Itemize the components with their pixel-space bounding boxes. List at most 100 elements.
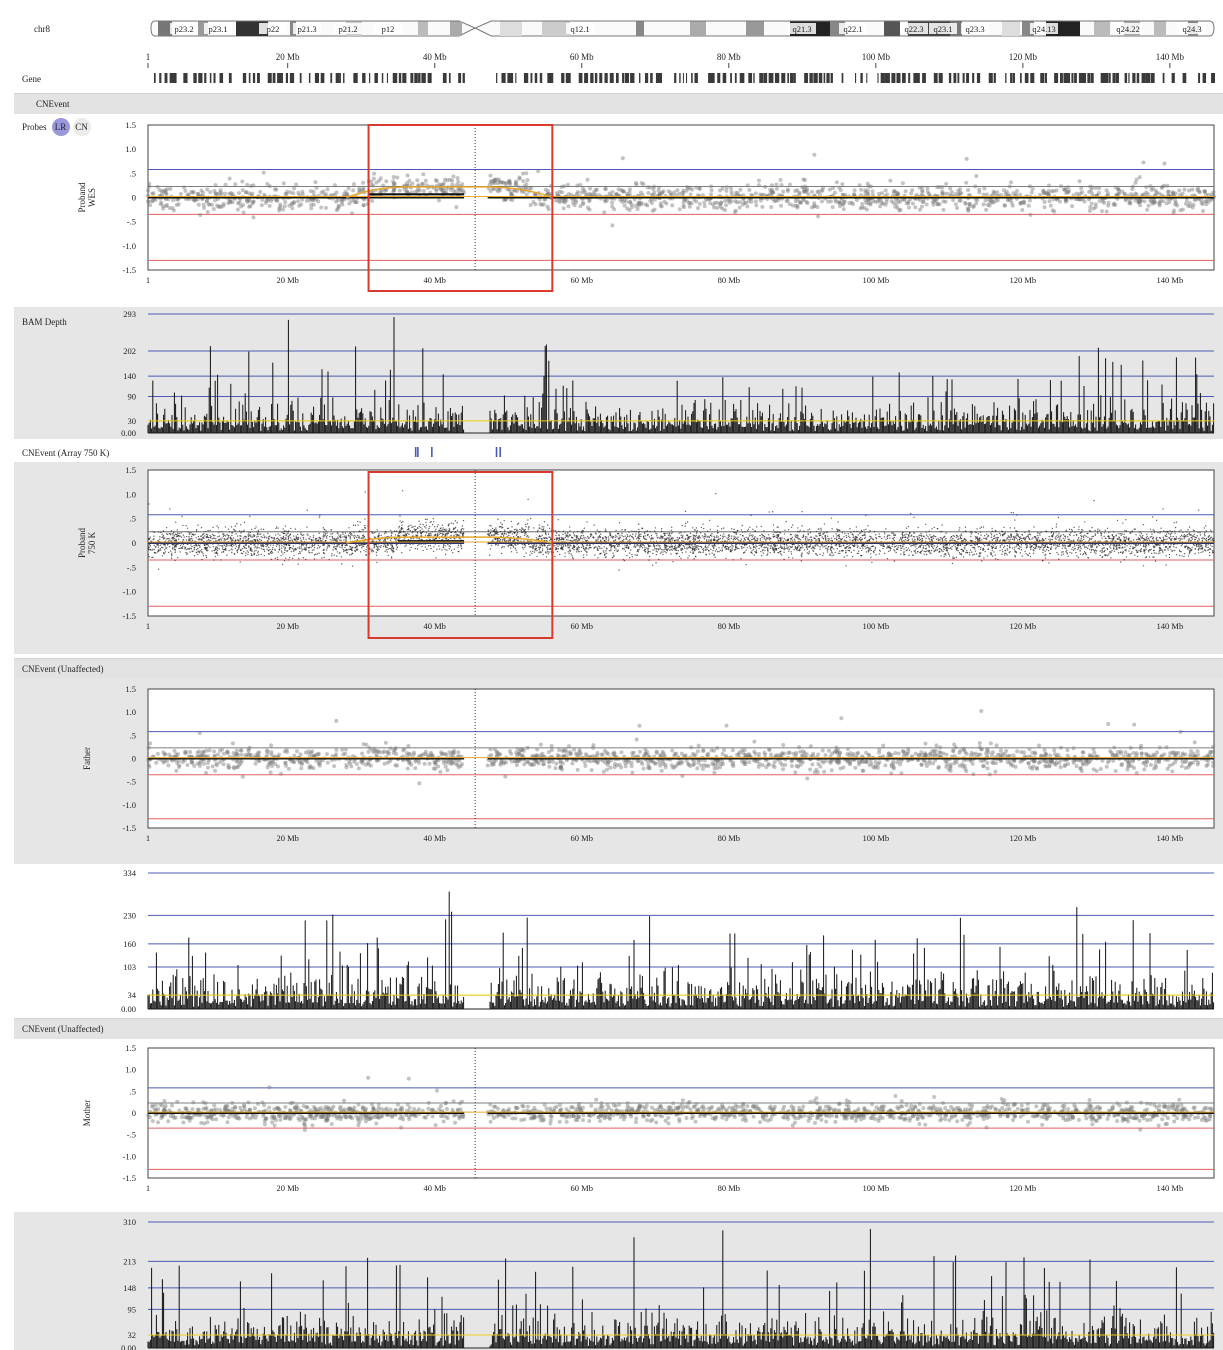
probe-point	[204, 199, 209, 204]
probe-point	[745, 563, 747, 566]
probe-point	[280, 539, 282, 541]
probe-point	[709, 519, 711, 522]
probe-point	[839, 552, 841, 555]
gene-mark	[343, 73, 345, 83]
probe-point	[984, 207, 989, 212]
y-tick-label: -.5	[127, 562, 136, 572]
probe-point	[860, 539, 862, 541]
probe-point	[812, 549, 814, 551]
gene-mark	[1020, 73, 1022, 83]
probe-point	[705, 539, 708, 541]
proband-wes-log-ratio-plot[interactable]: 1.51.0.50-.5-1.0-1.51 20 Mb 40 Mb 60 Mb 80 M…	[0, 115, 1223, 295]
gene-mark	[771, 73, 774, 83]
probe-point	[1204, 198, 1209, 203]
probe-point	[614, 540, 616, 542]
probe-point	[958, 190, 963, 195]
probe-point	[618, 532, 620, 535]
probe-point	[602, 210, 607, 215]
probe-point	[244, 198, 249, 203]
array-event-markers[interactable]	[0, 444, 1223, 462]
probe-point	[605, 550, 607, 552]
probe-point	[620, 188, 625, 193]
probe-point	[926, 550, 928, 552]
probe-point	[898, 544, 900, 547]
probe-point	[594, 187, 599, 192]
probe-point	[260, 533, 262, 535]
gene-mark	[804, 73, 808, 83]
chromosome-ideogram[interactable]: p23.2 p23.1 p22 p21.3 p21.2 p12 q12.1 q21.3 q22.…	[150, 20, 1215, 38]
probe-point	[245, 552, 247, 554]
probe-point	[170, 206, 175, 211]
probe-point	[584, 548, 587, 550]
probe-point	[441, 531, 444, 533]
probe-point	[1086, 547, 1089, 550]
probe-point	[371, 549, 374, 552]
gene-mark	[913, 73, 918, 83]
probe-point	[787, 548, 789, 550]
probe-point	[860, 531, 862, 534]
probe-point	[538, 536, 540, 538]
probe-point	[1188, 526, 1191, 528]
cn-toggle-button[interactable]: CN	[72, 118, 91, 136]
probe-point	[1028, 531, 1030, 533]
probe-point	[1001, 553, 1003, 556]
gene-track[interactable]	[148, 72, 1215, 84]
probe-point	[588, 546, 591, 549]
cnevent-label: CNEvent	[36, 99, 70, 109]
probe-point	[686, 521, 689, 523]
probe-point	[357, 186, 362, 191]
probe-point	[1170, 190, 1175, 195]
probe-point	[1014, 519, 1016, 521]
probe-point	[975, 198, 980, 203]
probe-point	[1041, 188, 1046, 193]
probe-point	[414, 547, 417, 550]
probe-point	[836, 200, 841, 205]
probe-point	[1140, 192, 1145, 197]
gene-mark	[891, 73, 896, 83]
probe-point	[334, 199, 339, 204]
probe-point	[266, 548, 268, 551]
probe-point	[683, 197, 688, 202]
probe-point	[641, 182, 646, 187]
probe-point	[1007, 184, 1012, 189]
probe-point	[670, 192, 675, 197]
probe-point	[933, 526, 935, 529]
probe-point	[914, 192, 919, 197]
lr-toggle-button[interactable]: LR	[51, 118, 70, 136]
probe-point	[803, 184, 808, 189]
probe-point	[494, 187, 499, 192]
probe-point	[1064, 198, 1069, 203]
probe-point	[277, 208, 282, 213]
probe-point	[508, 539, 511, 542]
probe-point	[452, 551, 454, 554]
probe-point	[561, 206, 566, 211]
probe-point	[753, 191, 758, 196]
gene-mark	[722, 73, 727, 83]
probe-point	[491, 527, 494, 530]
probe-point	[991, 555, 994, 557]
proband-750k-log-ratio-plot[interactable]: 1.51.0.50-.5-1.0-1.51 20 Mb 40 Mb 60 Mb 80 M…	[0, 462, 1223, 654]
probe-point	[261, 170, 266, 175]
gene-mark	[173, 73, 177, 83]
probe-point	[648, 198, 653, 203]
probe-point	[1137, 543, 1140, 546]
probe-point	[788, 556, 790, 559]
probe-point	[355, 549, 357, 551]
track-name-label: Proband	[77, 182, 87, 212]
probe-point	[1027, 184, 1032, 189]
probe-point	[240, 179, 245, 184]
probe-point	[728, 186, 733, 191]
probe-point	[282, 532, 285, 535]
probe-point	[283, 200, 288, 205]
probe-point	[509, 192, 514, 197]
probe-point	[1048, 562, 1050, 564]
probe-point	[1139, 544, 1142, 546]
probe-point	[201, 202, 206, 207]
probe-point	[719, 537, 722, 540]
probe-point	[983, 544, 986, 547]
probe-point	[543, 521, 546, 523]
probe-point	[318, 532, 320, 535]
probe-point	[586, 554, 588, 556]
probe-point	[621, 529, 623, 531]
